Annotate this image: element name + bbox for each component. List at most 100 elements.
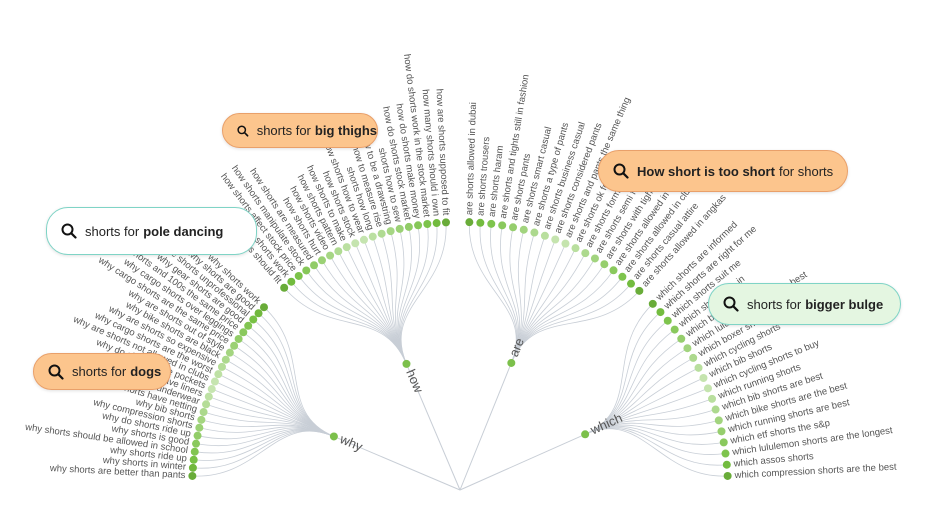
leaf-dot — [342, 243, 351, 252]
link — [510, 290, 640, 364]
leaf-dot — [189, 455, 198, 464]
callout-keyword: How short is too short — [637, 163, 775, 179]
search-icon — [48, 364, 64, 380]
links — [192, 222, 728, 491]
leaf-dot — [714, 416, 723, 425]
trunk — [406, 363, 461, 491]
callout-prefix: shorts for — [747, 296, 802, 312]
leaf-dot — [722, 460, 731, 469]
link — [509, 227, 520, 364]
leaf-dot — [210, 377, 219, 386]
leaf-dot — [202, 400, 211, 409]
leaf-dot — [188, 471, 197, 480]
leaf-dot — [386, 227, 395, 236]
search-icon — [613, 163, 629, 179]
callout[interactable]: shorts for dogs — [33, 353, 171, 390]
link — [400, 222, 438, 365]
trunk — [459, 362, 512, 491]
link — [247, 325, 335, 437]
link — [584, 428, 728, 477]
callout[interactable]: shorts for pole dancing — [46, 207, 257, 255]
leaf-dot — [414, 221, 423, 230]
leaf-dot — [694, 363, 703, 372]
leaf-dot — [677, 334, 686, 343]
callout-prefix: shorts for — [256, 123, 311, 138]
link — [398, 225, 420, 365]
callout-keyword: bigger bulge — [805, 296, 884, 312]
leaf-dot — [509, 223, 518, 232]
leaf-dot — [721, 449, 730, 458]
leaf-label: are shorts allowed in dubai — [464, 102, 479, 215]
leaf-dot — [711, 405, 720, 414]
branch-dot — [581, 430, 590, 439]
leaf-dot — [432, 219, 441, 228]
branch-dot — [329, 432, 338, 441]
search-icon — [61, 223, 77, 239]
leaf-dot — [561, 239, 570, 248]
leaf-dot — [377, 229, 386, 238]
leaf-dot — [193, 431, 202, 440]
link — [479, 222, 518, 364]
leaf-dot — [334, 247, 343, 256]
callout-prefix: shorts for — [85, 223, 140, 239]
search-icon — [723, 296, 739, 312]
leaf-dot — [530, 228, 539, 237]
leaf-dot — [689, 353, 698, 362]
leaf-dot — [195, 423, 204, 432]
leaf-dot — [280, 283, 289, 292]
leaf-dot — [234, 334, 243, 343]
leaf-dot — [199, 408, 208, 417]
link — [584, 303, 654, 435]
leaf-dot — [571, 244, 580, 253]
leaf-dot — [249, 315, 258, 324]
leaf-dot — [244, 321, 253, 330]
leaf-dot — [188, 463, 197, 472]
link — [584, 311, 661, 435]
leaf-dot — [225, 348, 234, 357]
callout[interactable]: How short is too short for shorts — [598, 150, 848, 192]
callout-keyword: pole dancing — [143, 223, 224, 239]
leaf-dot — [719, 438, 728, 447]
leaf-dot — [239, 328, 248, 337]
leaf-dot — [626, 279, 635, 288]
leaf-dot — [663, 316, 672, 325]
leaf-dot — [551, 235, 560, 244]
leaf-dot — [699, 373, 708, 382]
link — [490, 223, 518, 364]
leaf-dot — [404, 222, 413, 231]
leaf-dot — [351, 239, 360, 248]
leaf-dot — [395, 224, 404, 233]
leaf-dot — [717, 427, 726, 436]
branch-label: which — [587, 410, 624, 438]
leaf-dot — [670, 325, 679, 334]
leaf-dot — [683, 344, 692, 353]
branch-label: are — [506, 336, 527, 359]
link — [584, 329, 675, 435]
link — [584, 347, 688, 435]
leaf-dot — [294, 271, 303, 280]
leaf-dot — [310, 261, 319, 270]
leaf-dot — [423, 219, 432, 228]
leaf-dot — [708, 394, 717, 403]
callout[interactable]: shorts for big thighs — [222, 113, 378, 148]
callout[interactable]: shorts for bigger bulge — [708, 283, 901, 325]
link — [298, 275, 407, 365]
leaf-dot — [217, 362, 226, 371]
link — [291, 281, 407, 365]
leaf-dot — [465, 218, 474, 227]
link — [500, 225, 519, 364]
leaf-dot — [207, 385, 216, 394]
leaf-dot — [590, 254, 599, 263]
leaf-dot — [287, 277, 296, 286]
leaf-dot — [230, 341, 239, 350]
search-icon — [237, 125, 249, 137]
link — [229, 352, 335, 437]
leaf-dot — [359, 235, 368, 244]
leaf-dot — [703, 384, 712, 393]
branch-dot — [507, 358, 516, 367]
leaf-dot — [609, 266, 618, 275]
link — [263, 306, 335, 437]
branch-dot — [402, 359, 411, 368]
leaf-dot — [192, 439, 201, 448]
